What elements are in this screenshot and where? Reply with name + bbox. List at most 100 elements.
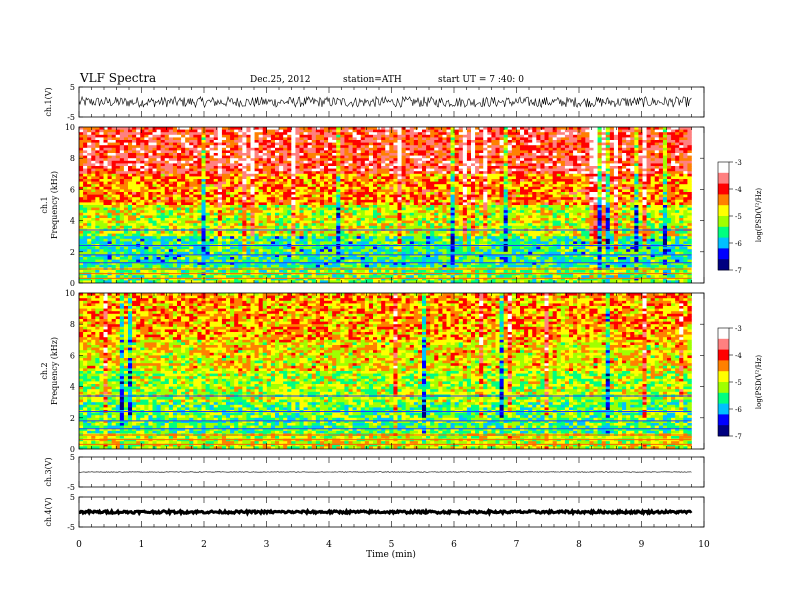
spectrogram-cell (234, 169, 238, 172)
spectrogram-cell (336, 171, 340, 174)
spectrogram-cell (87, 132, 91, 135)
spectrogram-cell (202, 231, 206, 234)
spectrogram-cell (153, 210, 157, 213)
spectrogram-cell (406, 161, 410, 164)
spectrogram-cell (222, 187, 226, 190)
spectrogram-cell (300, 260, 304, 263)
spectrogram-cell (83, 135, 87, 138)
spectrogram-cell (406, 174, 410, 177)
spectrogram-cell (279, 223, 283, 226)
spectrogram-cell (95, 208, 99, 211)
spectrogram-cell (214, 184, 218, 187)
spectrogram-cell (279, 176, 283, 179)
spectrogram-cell (177, 226, 181, 229)
spectrogram-cell (275, 236, 279, 239)
spectrogram-cell (275, 189, 279, 192)
spectrogram-cell (308, 223, 312, 226)
spectrogram-cell (144, 205, 148, 208)
spectrogram-cell (385, 260, 389, 263)
spectrogram-cell (365, 127, 369, 130)
spectrogram-cell (95, 195, 99, 198)
spectrogram-cell (95, 205, 99, 208)
spectrogram-cell (108, 236, 112, 239)
spectrogram-cell (377, 137, 381, 140)
spectrogram-cell (246, 148, 250, 151)
spectrogram-cell (87, 210, 91, 213)
spectrogram-cell (136, 137, 140, 140)
spectrogram-cell (304, 135, 308, 138)
spectrogram-cell (369, 226, 373, 229)
spectrogram-cell (353, 150, 357, 153)
spectrogram-cell (210, 182, 214, 185)
spectrogram-cell (202, 197, 206, 200)
spectrogram-cell (369, 156, 373, 159)
spectrogram-cell (136, 189, 140, 192)
spectrogram-cell (87, 182, 91, 185)
spectrogram-cell (234, 265, 238, 268)
spectrogram-cell (181, 189, 185, 192)
spectrogram-cell (398, 223, 402, 226)
spectrogram-cell (369, 127, 373, 130)
spectrogram-cell (218, 270, 222, 273)
spectrogram-cell (161, 184, 165, 187)
spectrogram-cell (210, 210, 214, 213)
spectrogram-cell (140, 161, 144, 164)
spectrogram-cell (242, 187, 246, 190)
spectrogram-cell (340, 195, 344, 198)
spectrogram-cell (406, 153, 410, 156)
spectrogram-cell (402, 213, 406, 216)
spectrogram-cell (267, 265, 271, 268)
spectrogram-cell (95, 148, 99, 151)
spectrogram-cell (381, 140, 385, 143)
spectrogram-cell (308, 174, 312, 177)
spectrogram-cell (373, 265, 377, 268)
spectrogram-cell (153, 135, 157, 138)
spectrogram-cell (104, 184, 108, 187)
spectrogram-cell (112, 197, 116, 200)
spectrogram-cell (153, 213, 157, 216)
spectrogram-cell (87, 257, 91, 260)
spectrogram-cell (197, 239, 201, 242)
spectrogram-cell (267, 169, 271, 172)
spectrogram-cell (99, 249, 103, 252)
spectrogram-cell (324, 247, 328, 250)
spectrogram-cell (336, 150, 340, 153)
spectrogram-cell (108, 156, 112, 159)
spectrogram-cell (120, 270, 124, 273)
spectrogram-cell (398, 218, 402, 221)
spectrogram-cell (406, 247, 410, 250)
spectrogram-cell (291, 249, 295, 252)
spectrogram-cell (132, 161, 136, 164)
spectrogram-cell (234, 252, 238, 255)
spectrogram-cell (242, 275, 246, 278)
spectrogram-cell (398, 192, 402, 195)
spectrogram-cell (308, 145, 312, 148)
spectrogram-cell (148, 145, 152, 148)
spectrogram-cell (361, 202, 365, 205)
spectrogram-cell (377, 205, 381, 208)
spectrogram-cell (202, 241, 206, 244)
spectrogram-cell (173, 143, 177, 146)
spectrogram-cell (369, 176, 373, 179)
spectrogram-cell (189, 150, 193, 153)
spectrogram-cell (140, 145, 144, 148)
spectrogram-cell (389, 265, 393, 268)
spectrogram-cell (393, 213, 397, 216)
spectrogram-cell (393, 210, 397, 213)
spectrogram-cell (295, 210, 299, 213)
spectrogram-cell (389, 192, 393, 195)
spectrogram-cell (165, 176, 169, 179)
spectrogram-cell (328, 270, 332, 273)
spectrogram-cell (393, 163, 397, 166)
spectrogram-cell (87, 163, 91, 166)
spectrogram-cell (79, 174, 83, 177)
spectrogram-cell (275, 169, 279, 172)
spectrogram-cell (283, 257, 287, 260)
spectrogram-cell (242, 218, 246, 221)
spectrogram-cell (193, 130, 197, 133)
spectrogram-cell (267, 200, 271, 203)
spectrogram-cell (271, 221, 275, 224)
spectrogram-cell (202, 195, 206, 198)
spectrogram-cell (332, 257, 336, 260)
spectrogram-cell (79, 275, 83, 278)
